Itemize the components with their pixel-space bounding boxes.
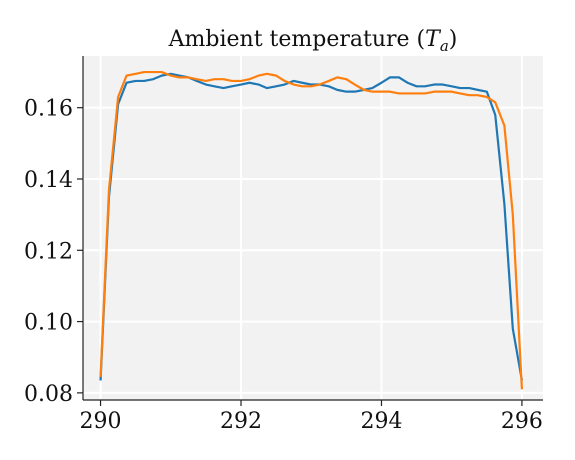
y-tick-label: 0.16 [24,97,73,122]
x-tick-label: 290 [80,409,122,434]
y-ticks: 0.08 0.10 0.12 0.14 0.16 [24,97,83,407]
x-tick-label: 292 [220,409,262,434]
title-subscript: a [440,37,449,55]
grid-lines [83,56,543,400]
series-line-2 [99,70,524,390]
chart-title: Ambient temperature (Ta) [168,27,458,55]
x-tick-label: 296 [501,409,543,434]
series-line-1 [99,72,524,381]
x-ticks: 290 292 294 296 [80,400,543,434]
plot-background [83,56,543,400]
y-tick-label: 0.10 [24,311,73,336]
axes [82,56,543,401]
x-tick-label: 294 [360,409,402,434]
title-symbol: T [425,27,442,52]
y-tick-label: 0.14 [24,168,73,193]
y-tick-label: 0.08 [24,382,73,407]
series-lines [99,70,524,390]
y-tick-label: 0.12 [24,239,73,264]
